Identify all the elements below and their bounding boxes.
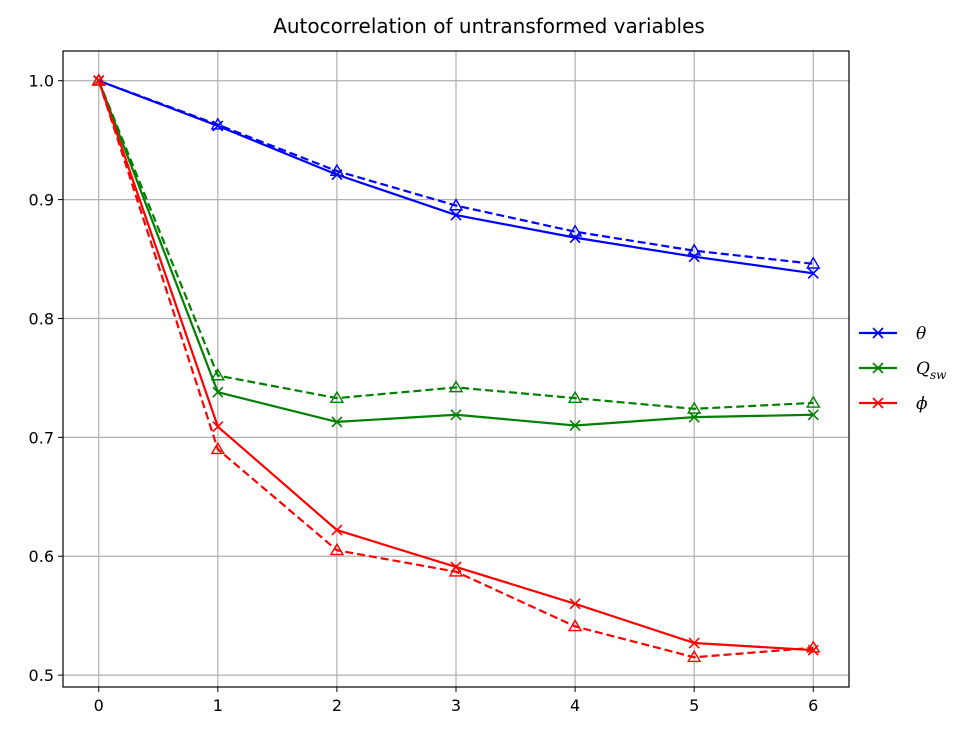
y-tick-label: 0.8 (29, 309, 54, 328)
data-point-x-marker (872, 397, 884, 409)
data-point-triangle-marker (91, 73, 106, 86)
data-point-x-marker (807, 409, 819, 421)
data-point-x-marker (450, 209, 462, 221)
data-point-triangle-marker (448, 198, 464, 211)
legend-entry: θ (859, 324, 926, 344)
data-point-x-marker (872, 327, 884, 339)
y-tick-label: 1.0 (29, 72, 54, 91)
data-point-triangle-marker (448, 564, 464, 577)
legend-label: θ (916, 324, 926, 344)
data-point-x-marker (807, 267, 819, 279)
data-point-triangle-marker (329, 390, 345, 404)
x-tick-label: 0 (94, 696, 104, 715)
x-tick-label: 6 (808, 696, 818, 715)
data-point-x-marker (872, 362, 884, 374)
data-point-x-marker (688, 251, 700, 263)
x-tick-label: 3 (451, 696, 461, 715)
data-point-triangle-marker (210, 368, 226, 381)
legend-entry: Qsw (859, 359, 947, 382)
data-point-triangle-marker (567, 390, 583, 404)
data-point-x-marker (331, 416, 343, 428)
data-point-triangle-marker (567, 618, 583, 632)
series-path (97, 80, 814, 410)
y-tick-label: 0.5 (29, 666, 54, 685)
data-point-x-marker (93, 75, 105, 87)
data-point-triangle-marker (686, 401, 702, 414)
y-tick-label: 0.7 (29, 428, 54, 447)
legend-entry: ϕ (859, 394, 928, 414)
data-point-triangle-marker (806, 395, 821, 408)
data-point-x-marker (569, 232, 581, 244)
y-tick-label: 0.6 (29, 547, 54, 566)
data-point-x-marker (212, 421, 224, 433)
chart-title: Autocorrelation of untransformed variabl… (273, 14, 705, 38)
series-path (97, 80, 814, 659)
data-point-x-marker (212, 386, 224, 398)
x-axis: 0 1 2 3 4 5 6 (94, 687, 818, 715)
data-point-triangle-marker (329, 163, 345, 176)
data-point-triangle-marker (567, 224, 583, 237)
data-point-triangle-marker (448, 380, 464, 393)
series-line (91, 73, 821, 663)
data-point-x-marker (331, 524, 343, 536)
data-point-triangle-marker (806, 256, 821, 269)
data-point-x-marker (450, 409, 462, 421)
data-point-triangle-marker (329, 542, 345, 556)
legend-label: Qsw (916, 359, 947, 382)
data-point-x-marker (688, 637, 700, 649)
data-point-x-marker (569, 419, 581, 432)
data-point-triangle-marker (806, 640, 821, 653)
x-tick-label: 2 (332, 696, 342, 715)
series-layer (91, 73, 821, 663)
data-point-triangle-marker (686, 649, 702, 663)
legend: θ Qsw ϕ (859, 324, 947, 414)
x-tick-label: 1 (213, 696, 223, 715)
data-point-x-marker (688, 411, 700, 423)
series-line (93, 75, 819, 279)
x-tick-label: 4 (570, 696, 580, 715)
data-point-triangle-marker (686, 243, 702, 256)
data-point-triangle-marker (210, 441, 226, 455)
data-point-x-marker (569, 598, 581, 610)
legend-label: ϕ (916, 394, 928, 414)
grid-lines (63, 51, 849, 687)
x-tick-label: 5 (689, 696, 699, 715)
series-path (98, 79, 814, 265)
y-axis: 0.5 0.6 0.7 0.8 0.9 1.0 (29, 72, 63, 685)
data-point-triangle-marker (210, 117, 226, 130)
y-tick-label: 0.9 (29, 191, 54, 210)
